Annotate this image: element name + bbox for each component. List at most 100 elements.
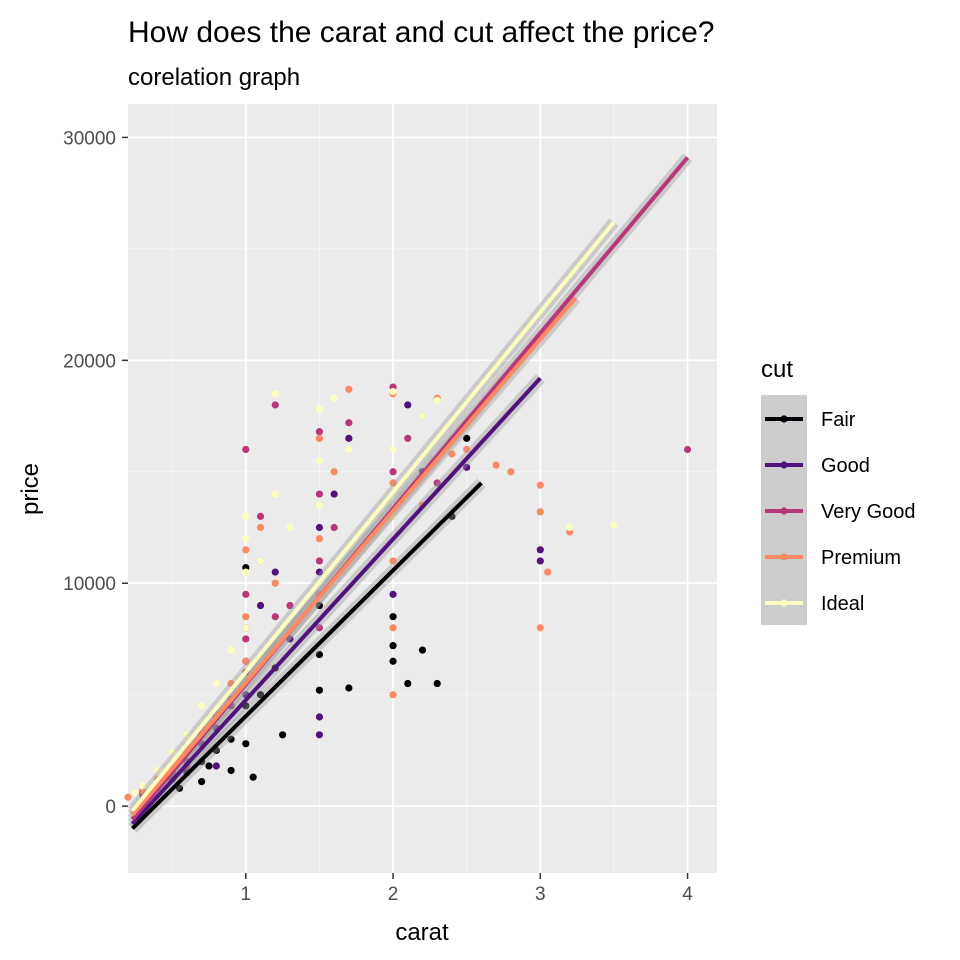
data-point	[536, 508, 544, 516]
data-point	[271, 579, 279, 587]
data-point	[242, 568, 250, 576]
data-point	[227, 766, 235, 775]
data-point	[345, 419, 353, 427]
plot-panel	[128, 104, 717, 873]
data-point	[168, 749, 176, 757]
data-point	[330, 523, 338, 532]
data-point	[153, 766, 162, 775]
data-point	[242, 535, 250, 543]
data-point	[242, 657, 250, 665]
data-point	[315, 557, 324, 565]
data-point	[242, 445, 250, 454]
data-point	[330, 468, 338, 476]
data-point	[315, 568, 324, 576]
data-point	[536, 481, 544, 489]
data-point	[463, 434, 471, 442]
y-tick-label: 0	[105, 797, 116, 818]
data-point	[139, 782, 147, 790]
data-point	[536, 546, 544, 554]
data-point	[286, 601, 294, 610]
data-point	[271, 390, 279, 398]
data-point	[389, 387, 397, 396]
x-tick-label: 4	[682, 884, 693, 905]
data-point	[418, 646, 427, 654]
data-point	[536, 557, 544, 565]
data-point	[404, 401, 412, 409]
legend-key-point	[780, 461, 788, 469]
data-point	[389, 557, 397, 565]
legend-key-point	[780, 415, 788, 423]
data-point	[271, 490, 279, 498]
data-point	[330, 394, 338, 402]
data-point	[315, 501, 324, 509]
data-point	[330, 490, 338, 498]
data-point	[315, 650, 324, 659]
data-point	[433, 479, 441, 487]
legend-key-point	[780, 507, 788, 515]
legend: cut Fair Good Very Good Premium Ideal	[761, 356, 916, 625]
data-point	[389, 590, 397, 598]
y-tick-label: 20000	[63, 351, 116, 372]
data-point	[256, 557, 265, 565]
data-point	[315, 434, 324, 442]
data-point	[404, 679, 412, 688]
data-point	[315, 686, 324, 694]
data-point	[566, 523, 574, 532]
data-point	[124, 793, 132, 801]
data-point	[404, 434, 412, 442]
data-point	[271, 613, 279, 621]
legend-key-point	[780, 553, 788, 561]
data-point	[389, 642, 397, 650]
y-axis-title: price	[17, 463, 44, 515]
data-point	[242, 613, 250, 621]
data-point	[315, 490, 324, 498]
data-point	[249, 773, 257, 781]
data-point	[389, 479, 397, 487]
data-point	[507, 468, 515, 476]
chart-title: How does the carat and cut affect the pr…	[128, 16, 714, 49]
data-point	[544, 568, 552, 576]
legend-key-point	[780, 599, 788, 607]
data-point	[242, 624, 250, 632]
data-point	[389, 691, 397, 699]
data-point	[286, 523, 294, 532]
data-point	[315, 405, 324, 413]
data-point	[683, 445, 692, 454]
data-point	[315, 731, 324, 739]
x-tick-label: 2	[388, 884, 399, 905]
data-point	[536, 624, 544, 632]
data-point	[315, 523, 324, 532]
legend-label: Ideal	[821, 593, 864, 615]
data-point	[463, 463, 471, 471]
data-point	[492, 461, 500, 469]
legend-label: Premium	[821, 547, 901, 569]
data-point	[389, 624, 397, 632]
data-point	[286, 635, 294, 643]
fit-line	[130, 220, 616, 812]
data-point	[389, 613, 397, 621]
data-point	[198, 702, 206, 710]
data-point	[198, 778, 206, 786]
data-point	[212, 762, 220, 770]
data-point	[183, 731, 191, 739]
fit-lines	[130, 156, 690, 830]
fit-line	[130, 296, 578, 817]
data-point	[345, 445, 353, 454]
data-point	[227, 646, 235, 654]
data-point	[175, 784, 184, 792]
data-point	[242, 512, 250, 520]
data-point	[433, 679, 441, 688]
legend-label: Very Good	[821, 501, 916, 523]
data-point	[345, 434, 353, 442]
data-point	[131, 789, 139, 797]
data-point	[315, 428, 324, 436]
data-point	[242, 635, 250, 643]
data-point	[389, 468, 397, 476]
y-tick-label: 10000	[63, 574, 116, 595]
x-tick-label: 3	[535, 884, 546, 905]
data-point	[227, 735, 235, 743]
data-point	[418, 412, 427, 420]
data-point	[345, 385, 353, 393]
tick-labels: 1 2 3 4 0 10000 20000 30000	[63, 128, 693, 905]
